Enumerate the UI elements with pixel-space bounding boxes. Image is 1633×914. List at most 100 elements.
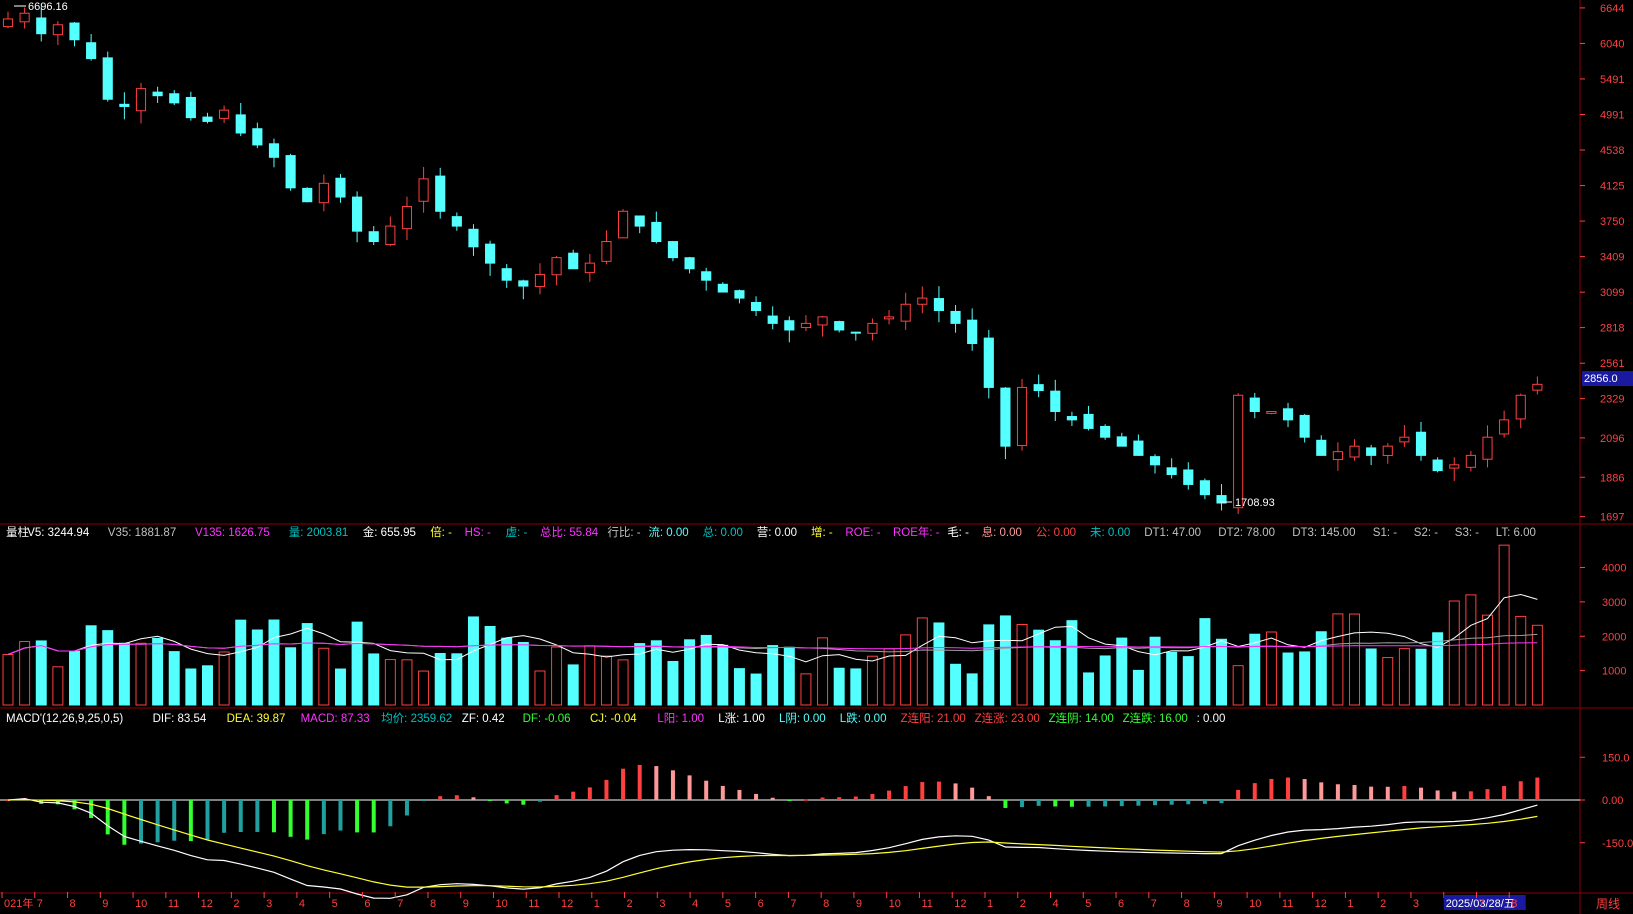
macd-histogram-bar bbox=[471, 797, 476, 800]
candle-body bbox=[1000, 387, 1011, 447]
indicator-value: HS: - bbox=[465, 527, 491, 539]
time-tick-label: 1 bbox=[1347, 898, 1353, 910]
volume-bar bbox=[750, 673, 762, 706]
macd-histogram-bar bbox=[1053, 800, 1058, 807]
macd-histogram bbox=[0, 764, 1580, 899]
macd-histogram-bar bbox=[1302, 779, 1307, 800]
candle-body bbox=[950, 310, 961, 324]
macd-histogram-bar bbox=[89, 800, 94, 819]
volume-bar bbox=[900, 634, 912, 706]
indicator-value: ZF: 0.42 bbox=[462, 713, 505, 725]
time-tick-label: 9 bbox=[102, 898, 108, 910]
volume-bar bbox=[1498, 544, 1510, 706]
candle-body bbox=[52, 24, 63, 36]
indicator-value: 公: 0.00 bbox=[1036, 526, 1076, 539]
macd-histogram-bar bbox=[6, 800, 10, 801]
macd-histogram-bar bbox=[1502, 785, 1507, 800]
candle-body bbox=[784, 320, 795, 331]
indicator-value: 总比: 55.84 bbox=[540, 525, 599, 539]
macd-tick-label: 0.00 bbox=[1602, 795, 1623, 807]
date-cursor-label: 2025/03/28/五 bbox=[1446, 898, 1515, 910]
candle-body bbox=[518, 280, 529, 287]
price-tick-label: 6644 bbox=[1600, 3, 1624, 15]
indicator-value: S3: - bbox=[1455, 527, 1479, 539]
candle-body bbox=[1066, 416, 1077, 421]
macd-histogram-bar bbox=[1369, 786, 1374, 800]
macd-histogram-bar bbox=[321, 800, 326, 835]
candle-body bbox=[368, 231, 379, 243]
indicator-value: 量柱 bbox=[6, 525, 29, 539]
volume-bar bbox=[102, 630, 114, 706]
time-tick-label: 11 bbox=[1282, 898, 1293, 910]
indicator-value: DF: -0.06 bbox=[523, 713, 571, 725]
macd-histogram-bar bbox=[155, 800, 160, 843]
macd-histogram-bar bbox=[537, 800, 542, 802]
macd-histogram-bar bbox=[1518, 781, 1523, 800]
indicator-value: LT: 6.00 bbox=[1496, 527, 1536, 539]
volume-bar bbox=[451, 653, 463, 706]
candle-body bbox=[1382, 445, 1393, 456]
volume-bar bbox=[700, 634, 712, 706]
volume-bar bbox=[1365, 648, 1377, 706]
macd-histogram-bar bbox=[72, 800, 77, 810]
time-tick-label: 5 bbox=[332, 898, 338, 910]
volume-bar bbox=[301, 623, 313, 706]
macd-histogram-bar bbox=[970, 787, 975, 800]
price-tick-label: 5491 bbox=[1600, 74, 1624, 86]
macd-histogram-bar bbox=[355, 800, 360, 833]
indicator-value: ROE: - bbox=[845, 527, 880, 539]
low-price-label: 1708.93 bbox=[1235, 497, 1275, 509]
volume-bar bbox=[1282, 652, 1294, 706]
macd-histogram-bar bbox=[1269, 778, 1274, 800]
candle-body bbox=[1482, 436, 1493, 460]
macd-histogram-bar bbox=[1485, 789, 1490, 800]
period-label[interactable]: 周线 bbox=[1596, 897, 1620, 911]
macd-histogram-bar bbox=[388, 800, 393, 827]
macd-histogram-bar bbox=[1136, 800, 1141, 806]
volume-bar bbox=[717, 644, 729, 706]
volume-bar bbox=[866, 655, 878, 706]
time-tick-label: 8 bbox=[823, 898, 829, 910]
candle-body bbox=[102, 57, 113, 100]
candle-body bbox=[1532, 383, 1543, 391]
candle-body bbox=[385, 225, 396, 245]
candle-body bbox=[1415, 431, 1427, 456]
candle-body bbox=[352, 196, 363, 232]
candle-body bbox=[750, 301, 762, 312]
volume-bar bbox=[1515, 615, 1527, 706]
candle-body bbox=[601, 241, 612, 262]
macd-histogram-bar bbox=[404, 800, 409, 816]
indicator-value: 流: 0.00 bbox=[648, 525, 688, 539]
macd-histogram-bar bbox=[986, 796, 991, 800]
volume-bar bbox=[251, 629, 263, 706]
macd-histogram-bar bbox=[1020, 800, 1025, 808]
candle-body bbox=[568, 252, 579, 270]
candle-body bbox=[1050, 390, 1061, 412]
time-tick-label: 11 bbox=[921, 898, 932, 910]
price-tick-label: 4538 bbox=[1600, 145, 1624, 157]
macd-histogram-bar bbox=[1468, 791, 1473, 800]
volume-bar bbox=[1216, 638, 1228, 706]
candle-body bbox=[302, 187, 313, 203]
macd-histogram-bar bbox=[803, 799, 808, 801]
time-tick-label: 5 bbox=[725, 898, 731, 910]
macd-histogram-bar bbox=[105, 800, 110, 835]
volume-bar bbox=[916, 617, 928, 706]
candle-body bbox=[318, 182, 329, 204]
current-price-label: 2856.0 bbox=[1584, 373, 1618, 385]
volume-bar bbox=[235, 619, 247, 706]
indicator-value: L涨: 1.00 bbox=[718, 712, 765, 725]
volume-bar bbox=[1432, 632, 1444, 706]
macd-histogram-bar bbox=[554, 795, 559, 800]
indicator-value: Z连涨: 23.00 bbox=[975, 711, 1040, 725]
indicator-value: 总: 0.00 bbox=[703, 525, 743, 539]
indicator-value: MACD: 87.33 bbox=[301, 713, 370, 725]
time-tick-label: 9 bbox=[463, 898, 469, 910]
candle-body bbox=[1282, 408, 1294, 421]
candle-body bbox=[69, 22, 80, 41]
macd-histogram-bar bbox=[920, 782, 925, 800]
volume-bar bbox=[551, 646, 563, 706]
candle-body bbox=[468, 228, 479, 248]
time-tick-label: 12 bbox=[561, 898, 573, 910]
